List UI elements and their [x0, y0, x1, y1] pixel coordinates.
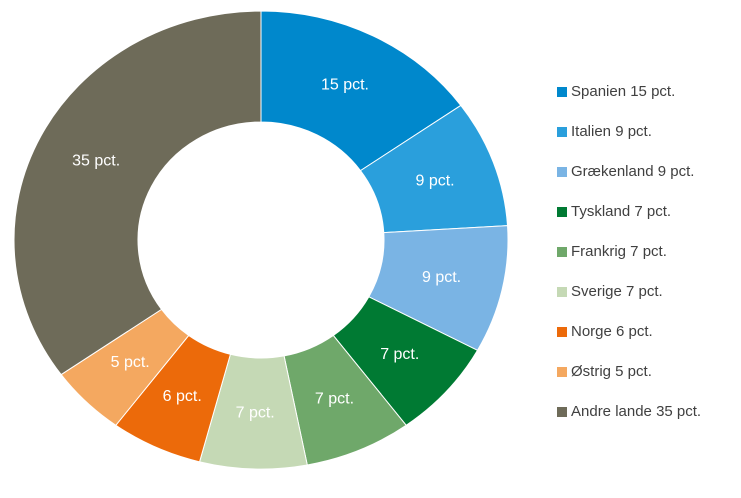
legend-label: Grækenland 9 pct.	[571, 163, 694, 180]
legend-label: Frankrig 7 pct.	[571, 243, 667, 260]
legend-label: Østrig 5 pct.	[571, 363, 652, 380]
legend-swatch	[557, 367, 567, 377]
data-label: 7 pct.	[380, 346, 419, 363]
data-label: 7 pct.	[236, 405, 275, 422]
legend-swatch	[557, 407, 567, 417]
data-label: 7 pct.	[315, 390, 354, 407]
legend-swatch	[557, 207, 567, 217]
legend-swatch	[557, 287, 567, 297]
data-label: 6 pct.	[163, 388, 202, 405]
data-label: 5 pct.	[111, 354, 150, 371]
slice	[260, 10, 462, 172]
legend-label: Spanien 15 pct.	[571, 83, 675, 100]
data-label: 9 pct.	[422, 269, 461, 286]
legend-label: Italien 9 pct.	[571, 123, 652, 140]
legend-label: Sverige 7 pct.	[571, 283, 663, 300]
legend-swatch	[557, 167, 567, 177]
data-label: 15 pct.	[321, 77, 369, 94]
legend-label: Andre lande 35 pct.	[571, 403, 701, 420]
legend-label: Tyskland 7 pct.	[571, 203, 671, 220]
legend-label: Norge 6 pct.	[571, 323, 653, 340]
data-label: 35 pct.	[72, 152, 120, 169]
legend-swatch	[557, 247, 567, 257]
legend-swatch	[557, 127, 567, 137]
legend-swatch	[557, 327, 567, 337]
legend-swatch	[557, 87, 567, 97]
slice	[13, 10, 262, 376]
data-label: 9 pct.	[415, 172, 454, 189]
